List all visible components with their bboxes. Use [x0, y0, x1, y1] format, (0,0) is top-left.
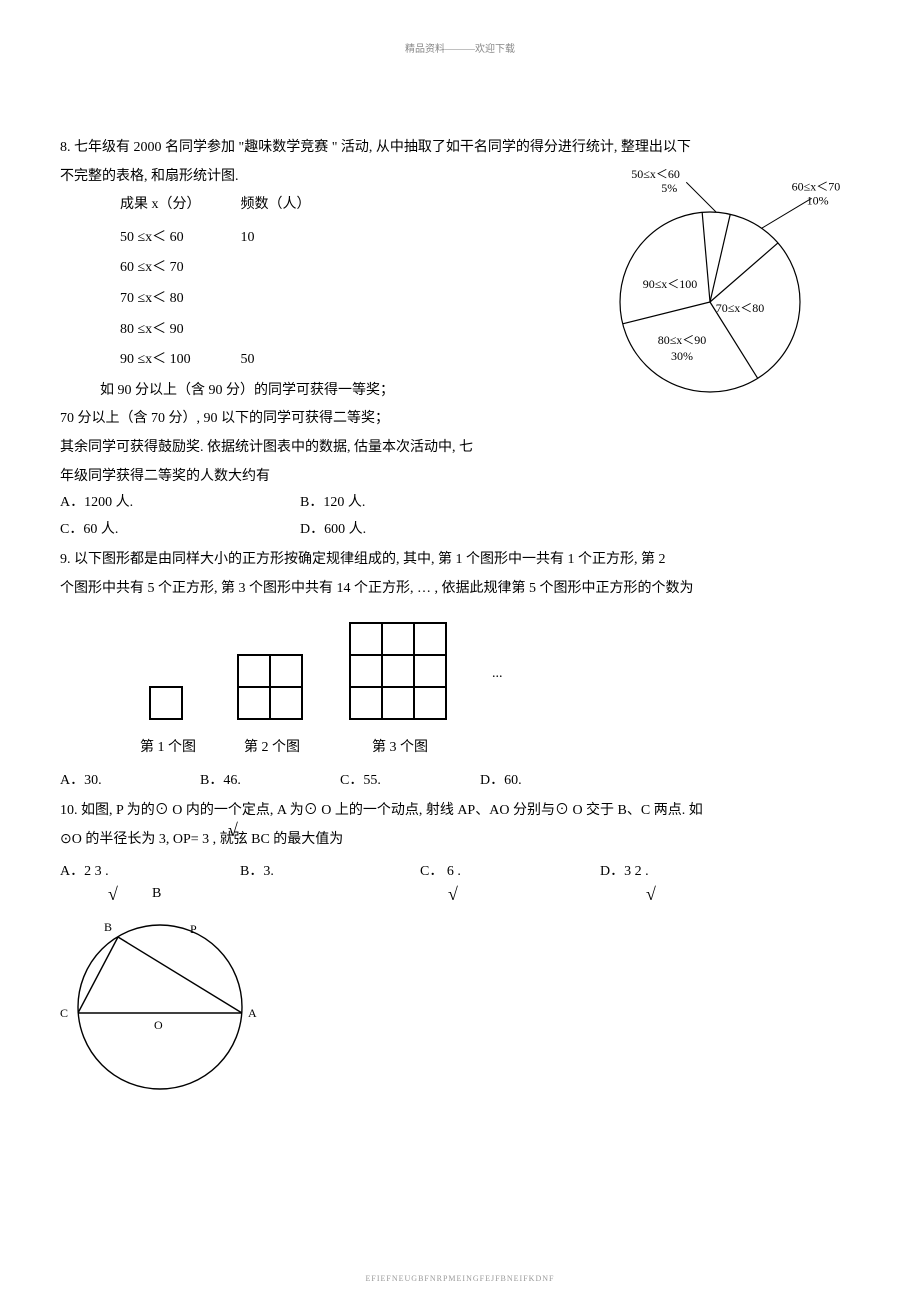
- svg-text:80≤x＜90: 80≤x＜90: [658, 333, 707, 347]
- svg-text:90≤x＜100: 90≤x＜100: [643, 277, 698, 291]
- q9-option-d: D．60.: [480, 768, 620, 795]
- q9-stem-2: 个图形中共有 5 个正方形, 第 3 个图形中共有 14 个正方形, … , 依…: [60, 576, 860, 603]
- q8-options: A．1200 人. B．120 人. C．60 人. D．600 人.: [60, 490, 540, 543]
- q10-options: A．2 3 . √ B B．3. C． 6 . √ D．3 2 . √: [60, 859, 860, 907]
- range-cell: 80 ≤x＜ 90: [100, 315, 221, 346]
- fig1-col: 第 1 个图: [140, 621, 196, 762]
- q8-stem-1: 8. 七年级有 2000 名同学参加 "趣味数学竞赛 " 活动, 从中抽取了如干…: [60, 135, 860, 162]
- svg-text:B: B: [104, 920, 112, 934]
- freq-cell: [221, 315, 331, 346]
- svg-text:O: O: [154, 1018, 163, 1032]
- svg-text:A: A: [248, 1006, 257, 1020]
- svg-text:P: P: [190, 922, 197, 936]
- range-cell: 70 ≤x＜ 80: [100, 284, 221, 315]
- table-row: 70 ≤x＜ 80: [100, 284, 331, 315]
- q9-option-b: B．46.: [200, 768, 340, 795]
- q10-option-d: D．3 2 . √: [600, 859, 780, 907]
- page-footer: EFIEFNEUGBFNRPMEINGFEJFBNEIFKDNF: [0, 1274, 920, 1283]
- q8-option-d: D．600 人.: [300, 517, 540, 544]
- table-header-freq: 频数（人）: [221, 190, 331, 223]
- svg-text:10%: 10%: [807, 193, 829, 207]
- q10-option-b: B．3.: [240, 859, 420, 907]
- fig2-col: 第 2 个图: [236, 621, 308, 762]
- fig2-label: 第 2 个图: [236, 735, 308, 762]
- q10-b-label-stray: B: [152, 881, 161, 907]
- q8-para2: 70 分以上（含 70 分）, 90 以下的同学可获得二等奖；: [60, 406, 540, 433]
- q9-option-c: C．55.: [340, 768, 480, 795]
- circle-diagram: O A C P B: [60, 907, 280, 1117]
- q9-options: A．30. B．46. C．55. D．60.: [60, 768, 860, 795]
- document-body: 8. 七年级有 2000 名同学参加 "趣味数学竞赛 " 活动, 从中抽取了如干…: [60, 135, 860, 1128]
- range-cell: 50 ≤x＜ 60: [100, 223, 221, 254]
- table-header-row: 成果 x（分） 频数（人）: [100, 190, 331, 223]
- svg-text:30%: 30%: [671, 349, 693, 363]
- svg-text:50≤x＜60: 50≤x＜60: [631, 167, 680, 181]
- pie-chart-wrap: 50≤x＜605% 60≤x＜7010% 70≤x＜80 80≤x＜90 30% 90≤x…: [560, 162, 860, 433]
- q10-d-text: D．3 2 .: [600, 864, 649, 879]
- frequency-table: 成果 x（分） 频数（人） 50 ≤x＜ 6010 60 ≤x＜ 70 70 ≤…: [100, 190, 331, 376]
- q10-stem-2: ⊙O 的半径长为 3, OP= 3 , 就弦 BC 的最大值为 √: [60, 827, 860, 854]
- q10-stem-2-text: ⊙O 的半径长为 3, OP= 3 , 就弦 BC 的最大值为: [60, 832, 343, 847]
- q8-block: 不完整的表格, 和扇形统计图. 成果 x（分） 频数（人） 50 ≤x＜ 601…: [60, 162, 860, 544]
- grid-fig-2: [236, 621, 308, 721]
- fig3-label: 第 3 个图: [348, 735, 452, 762]
- q10-stem-1: 10. 如图, P 为的⊙ O 内的一个定点, A 为⊙ O 上的一个动点, 射…: [60, 798, 860, 825]
- sqrt-icon: √: [108, 877, 118, 907]
- freq-cell: [221, 253, 331, 284]
- table-row: 60 ≤x＜ 70: [100, 253, 331, 284]
- range-cell: 60 ≤x＜ 70: [100, 253, 221, 284]
- sqrt-icon: √: [448, 877, 458, 907]
- q8-para1: 如 90 分以上（含 90 分）的同学可获得一等奖；: [100, 378, 540, 405]
- fig1-label: 第 1 个图: [140, 735, 196, 762]
- q10-figure: O A C P B: [60, 907, 860, 1128]
- q10-a-text: A．2 3 .: [60, 864, 109, 879]
- page-header: 精品资料———欢迎下载: [60, 40, 860, 55]
- footer-text: EFIEFNEUGBFNRPMEINGFEJFBNEIFKDNF: [366, 1274, 555, 1283]
- q8-option-b: B．120 人.: [300, 490, 540, 517]
- q10-option-a: A．2 3 . √ B: [60, 859, 240, 907]
- grid-fig-1: [148, 621, 188, 721]
- q10-b-text: B．3.: [240, 864, 274, 879]
- table-row: 80 ≤x＜ 90: [100, 315, 331, 346]
- q9-option-a: A．30.: [60, 768, 200, 795]
- q10-option-c: C． 6 . √: [420, 859, 600, 907]
- svg-text:70≤x＜80: 70≤x＜80: [716, 301, 765, 315]
- q9-figures: 第 1 个图 第 2 个图 第 3 个图 ...: [140, 621, 860, 762]
- q8-para4: 年级同学获得二等奖的人数大约有: [60, 464, 540, 491]
- fig-dots: ...: [492, 661, 503, 688]
- table-header-range: 成果 x（分）: [100, 190, 221, 223]
- freq-cell: 50: [221, 345, 331, 376]
- header-text: 精品资料———欢迎下载: [405, 44, 515, 55]
- svg-text:C: C: [60, 1006, 68, 1020]
- table-row: 90 ≤x＜ 10050: [100, 345, 331, 376]
- svg-text:60≤x＜70: 60≤x＜70: [792, 179, 841, 193]
- svg-text:5%: 5%: [661, 181, 677, 195]
- sqrt-icon: √: [228, 813, 238, 847]
- q8-stem-2: 不完整的表格, 和扇形统计图.: [60, 164, 540, 191]
- q8-para3: 其余同学可获得鼓励奖. 依据统计图表中的数据, 估量本次活动中, 七: [60, 435, 540, 462]
- range-cell: 90 ≤x＜ 100: [100, 345, 221, 376]
- grid-fig-3: [348, 621, 452, 721]
- q8-left: 不完整的表格, 和扇形统计图. 成果 x（分） 频数（人） 50 ≤x＜ 601…: [60, 162, 540, 544]
- fig3-col: 第 3 个图: [348, 621, 452, 762]
- q8-option-a: A．1200 人.: [60, 490, 300, 517]
- freq-cell: [221, 284, 331, 315]
- pie-chart: 50≤x＜605% 60≤x＜7010% 70≤x＜80 80≤x＜90 30% 90≤x…: [560, 162, 860, 422]
- q8-option-c: C．60 人.: [60, 517, 300, 544]
- sqrt-icon: √: [646, 877, 656, 907]
- freq-cell: 10: [221, 223, 331, 254]
- q9-stem-1: 9. 以下图形都是由同样大小的正方形按确定规律组成的, 其中, 第 1 个图形中…: [60, 547, 860, 574]
- table-row: 50 ≤x＜ 6010: [100, 223, 331, 254]
